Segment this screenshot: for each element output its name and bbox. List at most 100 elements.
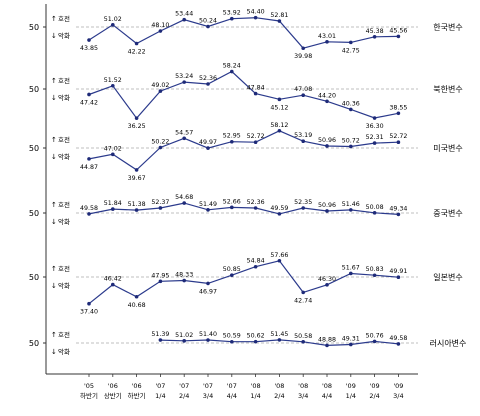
data-label: 51.84 [104,200,122,207]
series-line-2 [88,130,399,171]
x-tick-label-year: '08 [298,382,308,390]
data-point [349,40,353,45]
x-tick-label-year: '07 [179,382,189,390]
data-point [182,278,186,283]
up-label: 호전 [58,76,70,85]
baseline-value-label: 50 [29,144,39,153]
x-tick-label-year: '06 [132,382,142,390]
x-tick-label-year: '09 [346,382,356,390]
data-point [396,275,401,279]
up-arrow-icon: ↑ [51,136,57,144]
data-label: 51.02 [104,16,122,23]
data-label: 49.58 [389,335,407,342]
x-tick-label-year: '09 [393,382,403,390]
data-label: 37.40 [80,309,98,316]
data-label: 51.52 [104,77,122,84]
data-label: 54.84 [247,258,265,265]
data-point [277,338,282,342]
data-label: 49.91 [389,268,407,275]
data-label: 48.88 [318,336,336,343]
data-label: 51.67 [342,264,360,271]
data-label: 52.31 [366,134,384,141]
data-point [134,168,139,172]
data-label: 40.36 [342,100,360,107]
baseline-value-label: 50 [29,85,39,94]
data-label: 50.72 [342,137,360,144]
down-arrow-icon: ↓ [51,153,57,161]
data-label: 36.25 [128,123,146,130]
data-point [325,209,329,213]
data-point [230,273,234,277]
x-tick-label-period: 4/4 [322,392,332,400]
x-tick-label-year: '08 [274,382,284,390]
baseline-value-label: 50 [29,273,39,282]
x-tick-label-year: '07 [203,382,213,390]
data-label: 50.96 [318,202,336,209]
data-point [277,258,282,263]
data-point [396,111,401,116]
data-label: 52.36 [247,199,265,206]
data-label: 54.40 [247,9,265,16]
data-label: 52.72 [247,133,265,140]
data-label: 53.24 [175,73,193,80]
data-point [325,99,329,104]
data-label: 50.59 [223,333,241,340]
series-line-3 [88,202,399,215]
data-point [325,343,329,348]
x-tick-label-period: 1/4 [155,392,165,400]
data-label: 51.45 [270,331,288,338]
data-point [349,271,353,276]
data-point [277,128,282,133]
data-point [372,339,377,344]
data-label: 48.33 [175,272,193,279]
data-point [277,97,282,102]
data-label: 46.97 [199,288,217,295]
data-label: 52.35 [294,199,312,206]
data-point [253,15,258,20]
data-label: 50.08 [366,204,384,211]
data-label: 42.75 [342,47,360,54]
data-point [301,290,306,295]
data-point [134,294,139,299]
data-label: 51.39 [151,331,169,338]
down-label: 악화 [58,218,70,226]
up-label: 호전 [58,330,70,339]
data-label: 54.57 [175,129,193,136]
data-label: 47.42 [80,99,98,106]
data-point [253,206,258,210]
data-label: 51.02 [175,332,193,339]
data-label: 51.40 [199,331,217,338]
data-label: 50.58 [294,333,312,340]
data-point [301,206,306,210]
data-point [87,212,91,216]
data-label: 50.83 [366,266,384,273]
data-point [206,146,210,150]
x-tick-label-period: 하반기 [80,391,98,400]
data-point [253,91,258,96]
data-label: 44.87 [80,164,98,171]
data-label: 52.95 [223,133,241,140]
up-arrow-icon: ↑ [51,201,57,209]
data-point [301,46,306,51]
data-label: 45.38 [366,28,384,35]
data-label: 49.34 [389,205,407,212]
data-label: 57.66 [270,252,288,259]
x-tick-label-year: '06 [108,382,118,390]
down-label: 악화 [58,282,70,290]
data-point [158,89,163,93]
data-label: 42.22 [128,48,146,55]
data-point [396,34,401,39]
data-point [134,208,139,212]
data-point [372,273,377,278]
data-point [87,301,91,306]
data-label: 54.68 [175,194,193,201]
x-tick-label-period: 3/4 [393,392,403,400]
data-point [111,83,115,88]
data-label: 48.10 [151,22,169,29]
data-label: 39.98 [294,53,312,60]
data-label: 52.72 [389,133,407,140]
series-name-label: 중국변수 [433,208,462,218]
data-label: 51.46 [342,201,360,208]
